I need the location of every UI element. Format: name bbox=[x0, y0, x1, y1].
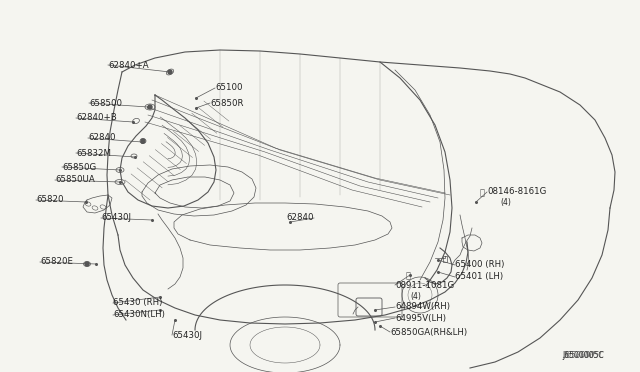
Text: 64995V(LH): 64995V(LH) bbox=[395, 314, 446, 323]
Text: 62840+A: 62840+A bbox=[108, 61, 148, 70]
Text: 65401 (LH): 65401 (LH) bbox=[455, 273, 503, 282]
Text: Ⓡ: Ⓡ bbox=[479, 189, 484, 198]
Circle shape bbox=[148, 105, 152, 109]
Text: 62840: 62840 bbox=[287, 214, 314, 222]
Text: 65430N(LH): 65430N(LH) bbox=[113, 311, 165, 320]
Text: 64894W(RH): 64894W(RH) bbox=[395, 302, 450, 311]
Text: 65430J: 65430J bbox=[101, 214, 131, 222]
Text: 658500: 658500 bbox=[89, 99, 122, 108]
Text: 65850R: 65850R bbox=[210, 99, 243, 108]
Text: Ⓝ: Ⓝ bbox=[406, 272, 410, 280]
Text: J6500005C: J6500005C bbox=[562, 350, 604, 359]
Text: 65100: 65100 bbox=[215, 83, 243, 93]
Circle shape bbox=[168, 70, 172, 74]
Text: J6500005C: J6500005C bbox=[562, 350, 604, 359]
Circle shape bbox=[141, 139, 145, 143]
Text: 65430 (RH): 65430 (RH) bbox=[113, 298, 163, 308]
Text: (4): (4) bbox=[410, 292, 421, 301]
Text: 65400 (RH): 65400 (RH) bbox=[455, 260, 504, 269]
Text: (4): (4) bbox=[500, 199, 511, 208]
Text: 65820E: 65820E bbox=[40, 257, 73, 266]
Text: 08146-8161G: 08146-8161G bbox=[487, 187, 547, 196]
Text: 62840+B: 62840+B bbox=[76, 113, 116, 122]
Text: 65850GA(RH&LH): 65850GA(RH&LH) bbox=[390, 327, 467, 337]
Text: 08911-1081G: 08911-1081G bbox=[395, 280, 454, 289]
Text: 62840: 62840 bbox=[88, 134, 115, 142]
Text: 65832M: 65832M bbox=[76, 148, 111, 157]
Circle shape bbox=[85, 262, 89, 266]
Text: 65850UA: 65850UA bbox=[55, 176, 95, 185]
Text: 65820: 65820 bbox=[36, 196, 63, 205]
Text: 65430J: 65430J bbox=[172, 330, 202, 340]
Text: 65850G: 65850G bbox=[62, 163, 96, 171]
